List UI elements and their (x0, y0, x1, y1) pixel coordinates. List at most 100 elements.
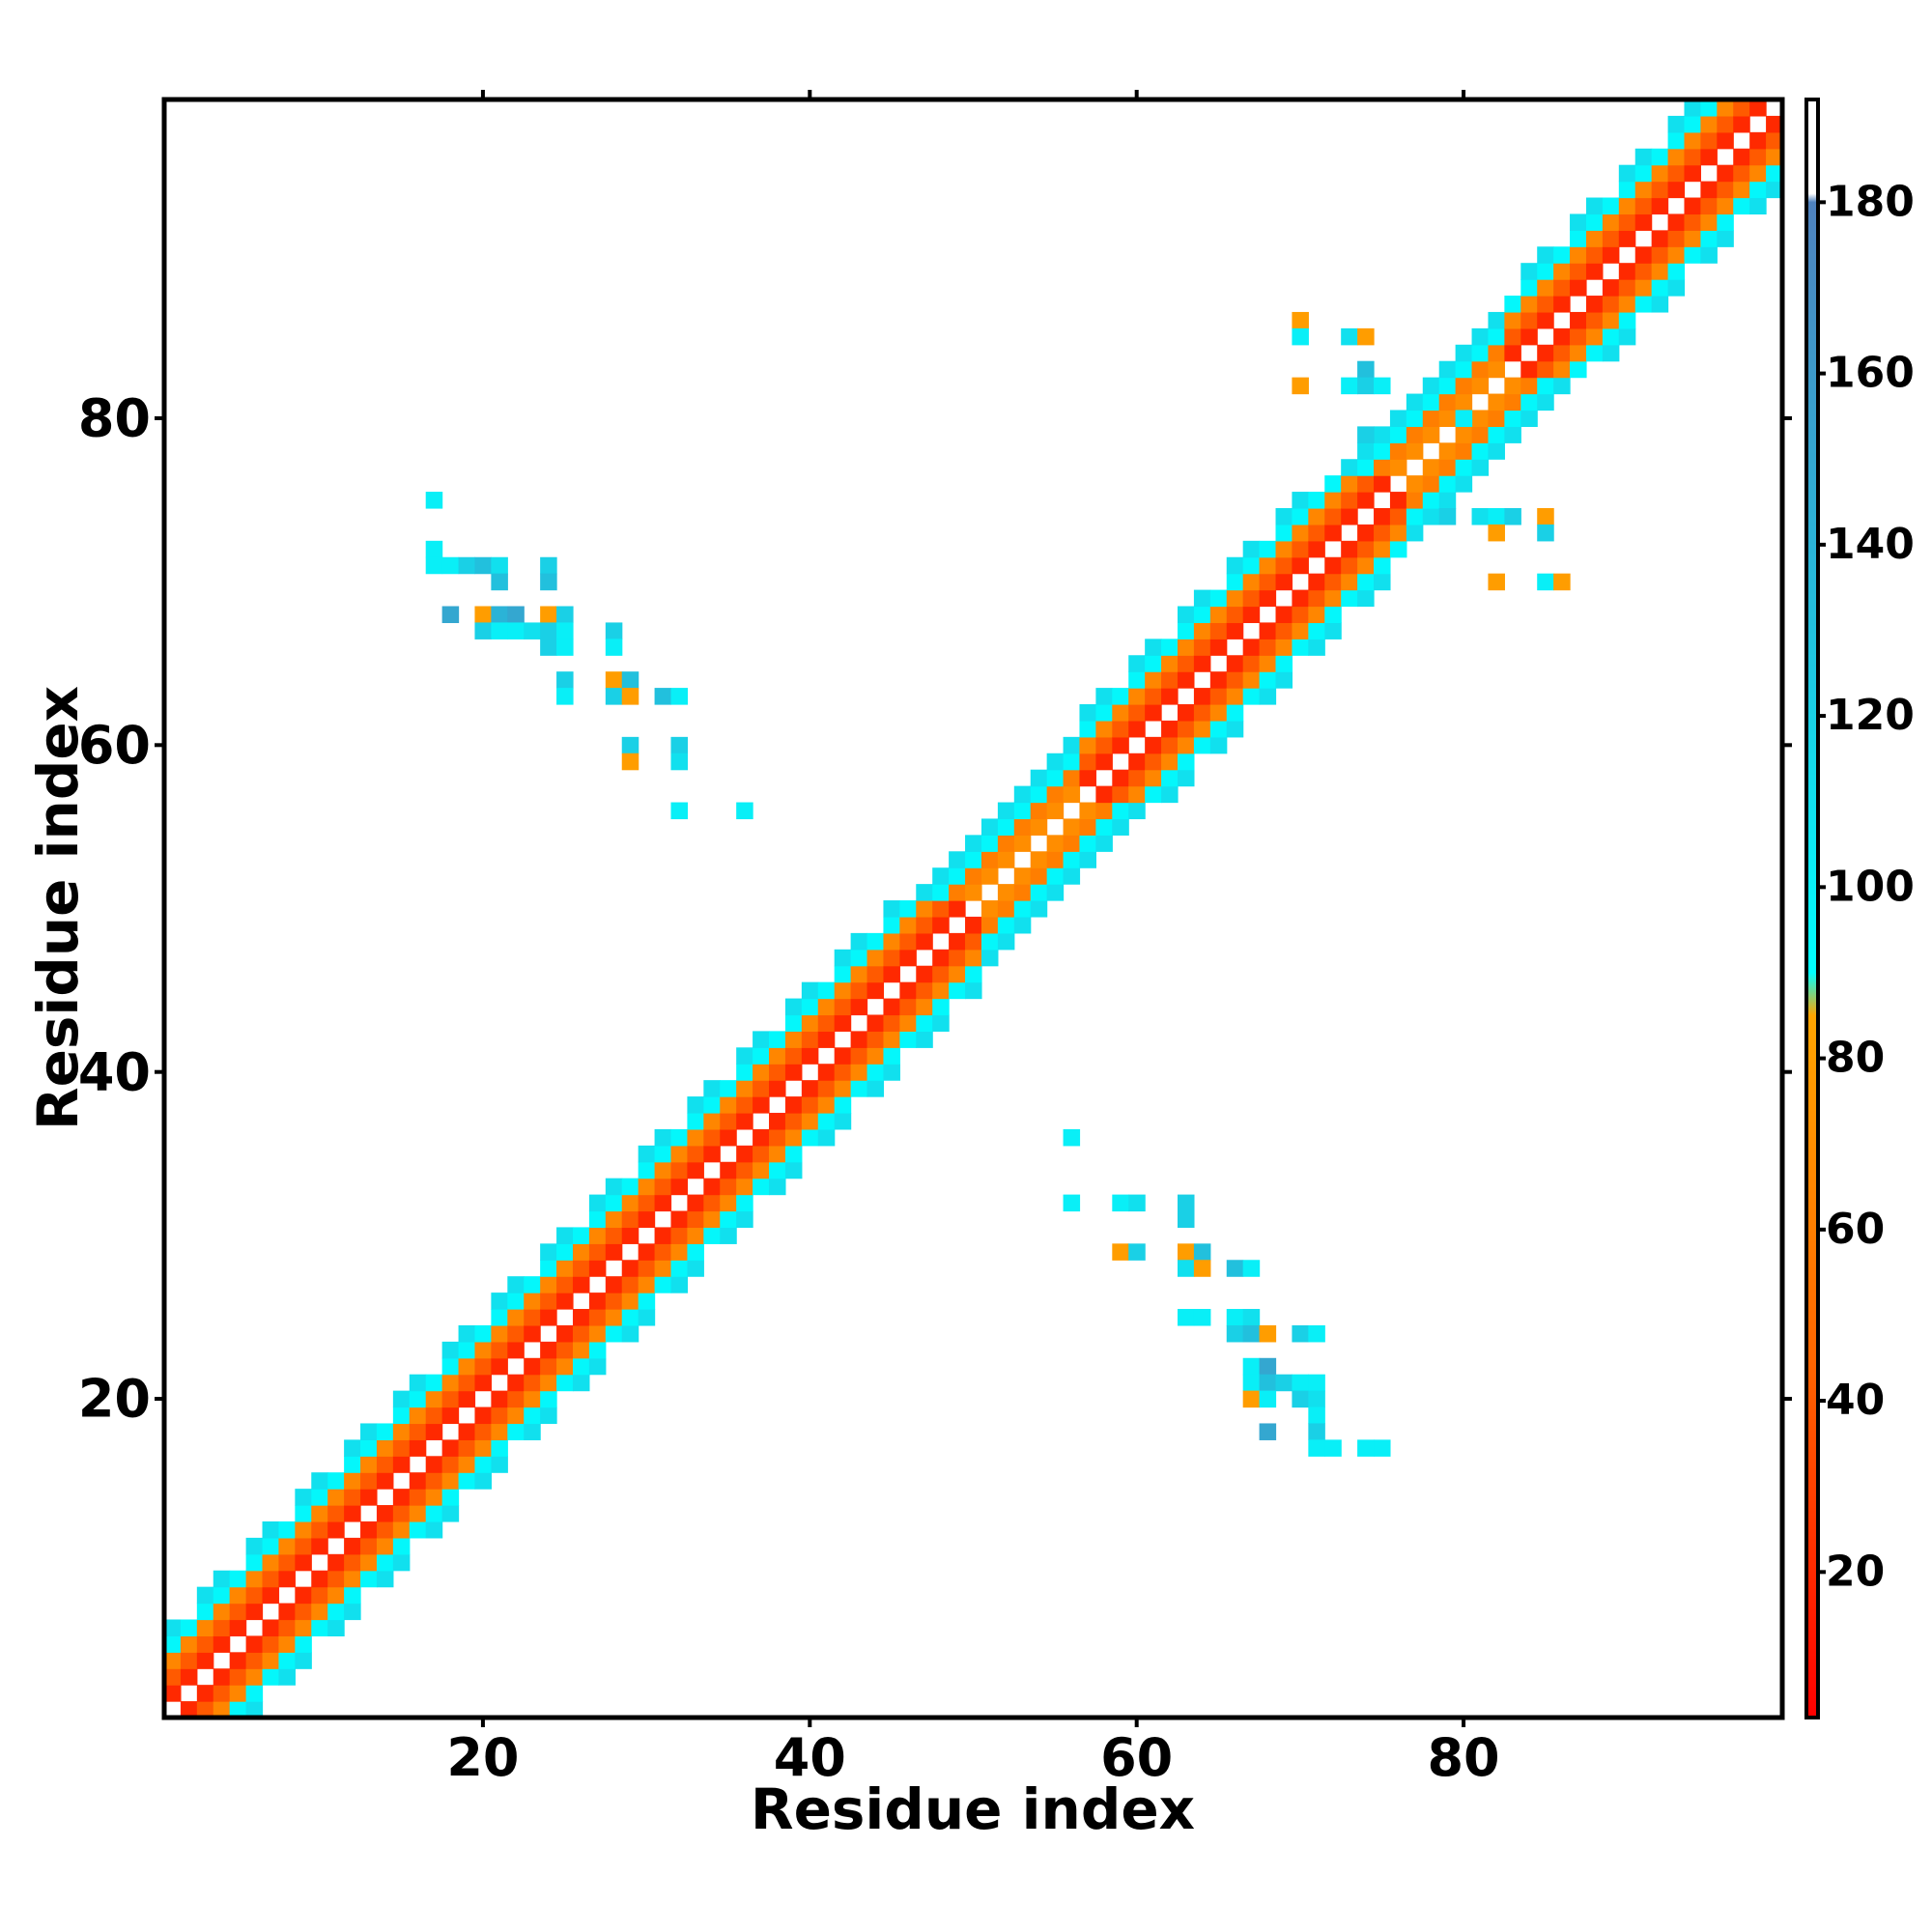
heatmap-cell (1634, 213, 1653, 231)
heatmap-cell (769, 1145, 786, 1163)
heatmap-cell (687, 1194, 704, 1212)
heatmap-cell (1504, 426, 1521, 443)
heatmap-cell (425, 1489, 443, 1506)
heatmap-cell (1504, 507, 1521, 526)
heatmap-cell (1128, 802, 1146, 820)
heatmap-cell (965, 867, 982, 885)
heatmap-cell (899, 916, 917, 934)
heatmap-cell (491, 606, 508, 624)
heatmap-cell (769, 1080, 786, 1097)
heatmap-cell (1389, 492, 1407, 509)
heatmap-cell (491, 1406, 508, 1425)
heatmap-cell (1341, 492, 1358, 509)
heatmap-cell (507, 606, 525, 624)
heatmap-cell (687, 1145, 704, 1163)
heatmap-cell (703, 1096, 721, 1114)
heatmap-cell (1537, 246, 1554, 264)
heatmap-cell (507, 1293, 525, 1310)
heatmap-cell (899, 949, 917, 967)
heatmap-cell (1209, 720, 1228, 738)
heatmap-cell (1193, 1309, 1211, 1326)
heatmap-cell (1324, 606, 1342, 624)
heatmap-cell (180, 1701, 198, 1719)
heatmap-cell (1079, 802, 1096, 820)
heatmap-cell (1570, 230, 1587, 247)
heatmap-cell (245, 1668, 264, 1686)
heatmap-cell (409, 1390, 427, 1408)
heatmap-cell (1226, 688, 1244, 705)
heatmap-cell (817, 998, 836, 1016)
heatmap-cell (344, 1553, 361, 1572)
heatmap-cell (1537, 344, 1554, 362)
heatmap-cell (670, 1227, 689, 1244)
heatmap-cell (588, 1194, 607, 1212)
heatmap-cell (1308, 540, 1325, 558)
heatmap-cell (1374, 524, 1391, 542)
colorbar-gradient (1804, 98, 1820, 1719)
heatmap-cell (1438, 459, 1457, 476)
heatmap-cell (1063, 867, 1081, 885)
heatmap-cell (1112, 1243, 1129, 1261)
heatmap-cell (621, 1309, 639, 1326)
heatmap-cell (441, 1390, 460, 1408)
heatmap-cell (556, 1227, 574, 1244)
heatmap-cell (229, 1701, 247, 1719)
heatmap-cell (458, 1456, 476, 1473)
heatmap-cell (1324, 556, 1342, 575)
heatmap-cell (491, 1357, 508, 1376)
heatmap-cell (1585, 213, 1604, 231)
heatmap-cell (572, 1324, 590, 1343)
heatmap-cell (392, 1406, 411, 1425)
heatmap-cell (441, 1406, 460, 1425)
heatmap-cell (720, 1178, 737, 1196)
heatmap-cell (1700, 230, 1718, 247)
heatmap-cell (1128, 720, 1146, 738)
heatmap-cell (1504, 377, 1521, 395)
heatmap-cell (278, 1553, 296, 1572)
heatmap-cell (1079, 835, 1096, 852)
heatmap-cell (801, 1031, 819, 1048)
heatmap-cell (1209, 639, 1228, 656)
heatmap-cell (344, 1505, 361, 1522)
heatmap-cell (1226, 704, 1244, 722)
heatmap-cell (850, 949, 868, 967)
heatmap-cell (1341, 475, 1358, 493)
heatmap-cell (1177, 622, 1195, 639)
heatmap-cell (1226, 622, 1244, 639)
heatmap-cell (1259, 1357, 1277, 1376)
heatmap-cell (883, 1047, 900, 1065)
heatmap-cell (1292, 311, 1309, 329)
heatmap-cell (1618, 263, 1636, 280)
heatmap-cell (311, 1505, 328, 1522)
heatmap-cell (1161, 753, 1179, 771)
heatmap-cell (801, 1128, 819, 1147)
heatmap-cell (1259, 688, 1277, 705)
heatmap-cell (1242, 556, 1261, 575)
heatmap-cell (1570, 263, 1587, 280)
heatmap-cell (1292, 1390, 1309, 1408)
heatmap-cell (1063, 1194, 1081, 1212)
heatmap-cell (916, 1031, 933, 1048)
heatmap-cell (817, 1096, 836, 1114)
heatmap-cell (1292, 1374, 1309, 1392)
heatmap-cell (1308, 622, 1325, 639)
heatmap-cell (1717, 197, 1734, 215)
heatmap-cell (441, 1456, 460, 1473)
heatmap-cell (1684, 213, 1701, 231)
heatmap-cell (1226, 606, 1244, 624)
heatmap-cell (817, 1031, 836, 1048)
heatmap-cell (720, 1227, 737, 1244)
heatmap-cell (883, 900, 900, 918)
heatmap-cell (1242, 606, 1261, 624)
heatmap-cell (1553, 327, 1571, 346)
heatmap-cell (769, 1064, 786, 1081)
heatmap-cell (540, 1243, 557, 1261)
heatmap-cell (1226, 1324, 1244, 1343)
heatmap-cell (1193, 736, 1211, 754)
heatmap-cell (605, 639, 623, 656)
heatmap-cell (1341, 573, 1358, 591)
heatmap-cell (916, 981, 933, 1000)
heatmap-cell (1259, 655, 1277, 672)
heatmap-cell (621, 1324, 639, 1343)
heatmap-cell (295, 1505, 312, 1522)
